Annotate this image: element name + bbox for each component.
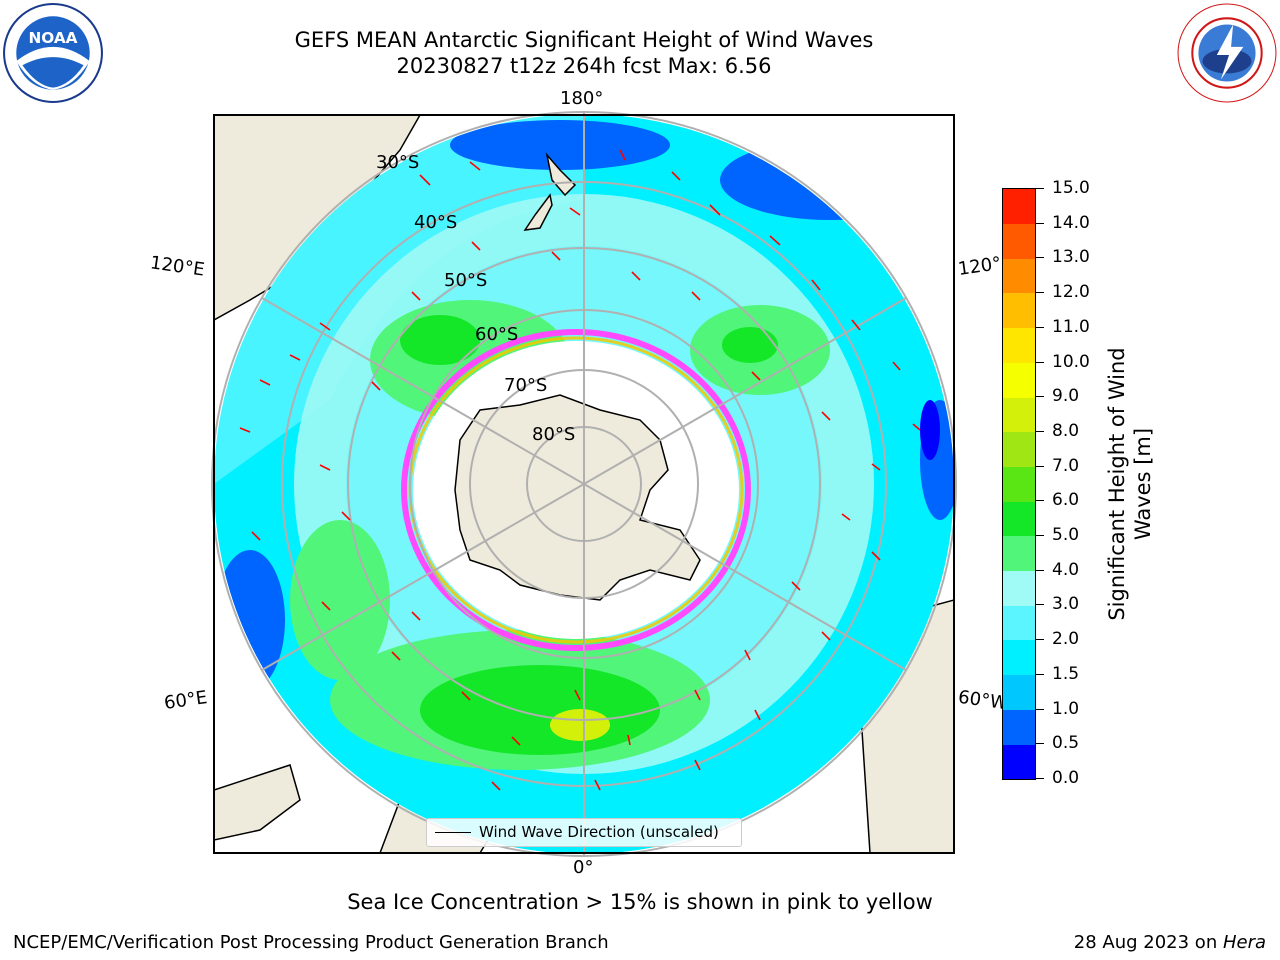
colorbar-tick-label: 9.0: [1052, 386, 1080, 407]
chart-title-line2: 20230827 t12z 264h fcst Max: 6.56: [396, 54, 772, 78]
lat-label-60s: 60°S: [475, 324, 519, 345]
colorbar-tick: [1036, 569, 1044, 571]
colorbar-tick-label: 0.0: [1052, 768, 1080, 788]
colorbar-segment: [1003, 258, 1035, 294]
lon-label-0: 0°: [573, 857, 594, 878]
colorbar-segment: [1003, 189, 1035, 224]
legend-label: Wind Wave Direction (unscaled): [479, 823, 719, 841]
nws-logo: [1177, 3, 1277, 103]
graticule: [211, 111, 957, 857]
new-zealand-south: [523, 193, 553, 231]
colorbar-tick-label: 2.0: [1052, 629, 1080, 650]
lon-label-180: 180°: [560, 88, 604, 109]
colorbar-tick: [1036, 465, 1044, 467]
footer-credit: NCEP/EMC/Verification Post Processing Pr…: [13, 932, 609, 953]
colorbar-tick-label: 4.0: [1052, 559, 1080, 580]
lat-label-40s: 40°S: [414, 212, 458, 233]
colorbar-tick: [1036, 778, 1044, 779]
colorbar-tick: [1036, 257, 1044, 259]
colorbar-tick: [1036, 361, 1044, 363]
colorbar-tick-label: 6.0: [1052, 490, 1080, 511]
antarctica: [454, 394, 701, 601]
chart-title-line1: GEFS MEAN Antarctic Significant Height o…: [294, 28, 874, 52]
new-zealand-north: [545, 152, 577, 197]
colorbar-segment: [1003, 570, 1035, 606]
colorbar-segment: [1003, 640, 1035, 676]
lat-label-70s: 70°S: [504, 375, 548, 396]
colorbar-tick: [1036, 292, 1044, 294]
sea-ice-edge: [401, 329, 751, 651]
colorbar-tick-label: 15.0: [1052, 178, 1090, 198]
colorbar-segment: [1003, 397, 1035, 433]
colorbar-segment: [1003, 466, 1035, 502]
colorbar-segment: [1003, 431, 1035, 467]
colorbar-tick: [1036, 396, 1044, 398]
map-legend: Wind Wave Direction (unscaled): [426, 818, 742, 847]
wind-wave-arrows: [239, 149, 921, 791]
lat-label-50s: 50°S: [444, 270, 488, 291]
colorbar-tick: [1036, 326, 1044, 328]
sea-ice-note: Sea Ice Concentration > 15% is shown in …: [347, 890, 933, 914]
colorbar-tick-label: 8.0: [1052, 420, 1080, 441]
colorbar-tick: [1036, 500, 1044, 502]
noaa-logo: NOAA: [3, 3, 103, 103]
colorbar-tick: [1036, 535, 1044, 537]
colorbar-tick-label: 3.0: [1052, 594, 1080, 615]
colorbar-tick-label: 10.0: [1052, 351, 1090, 372]
colorbar-segment: [1003, 293, 1035, 329]
colorbar-segment: [1003, 709, 1035, 745]
colorbar-tick: [1036, 430, 1044, 432]
colorbar-segment: [1003, 501, 1035, 537]
colorbar-tick: [1036, 673, 1044, 675]
colorbar-tick-label: 13.0: [1052, 247, 1090, 268]
colorbar-tick-label: 1.5: [1052, 663, 1080, 684]
colorbar-segment: [1003, 674, 1035, 710]
footer-host: Hera: [1222, 932, 1266, 953]
colorbar-segment: [1003, 327, 1035, 363]
colorbar-tick: [1036, 604, 1044, 606]
colorbar-tick: [1036, 222, 1044, 224]
colorbar-title: Significant Height of Wind Waves [m]: [1105, 347, 1155, 621]
lat-label-80s: 80°S: [532, 424, 576, 445]
colorbar-segment: [1003, 223, 1035, 259]
colorbar-tick: [1036, 188, 1044, 189]
colorbar-tick-label: 7.0: [1052, 455, 1080, 476]
colorbar-tick-label: 14.0: [1052, 212, 1090, 233]
colorbar: [1002, 188, 1036, 780]
colorbar-segment: [1003, 536, 1035, 572]
footer-date-text: 28 Aug 2023 on: [1073, 932, 1223, 953]
legend-line-swatch: [435, 832, 471, 833]
colorbar-segment: [1003, 744, 1035, 780]
svg-text:NOAA: NOAA: [28, 29, 77, 47]
colorbar-tick: [1036, 743, 1044, 745]
colorbar-tick-label: 0.5: [1052, 733, 1080, 754]
colorbar-tick-label: 11.0: [1052, 316, 1090, 337]
footer-date: 28 Aug 2023 on Hera: [1074, 932, 1266, 953]
colorbar-tick: [1036, 639, 1044, 641]
colorbar-segment: [1003, 362, 1035, 398]
lat-label-30s: 30°S: [376, 152, 420, 173]
colorbar-segment: [1003, 605, 1035, 641]
colorbar-tick-label: 12.0: [1052, 282, 1090, 303]
colorbar-tick-label: 1.0: [1052, 698, 1080, 719]
colorbar-tick: [1036, 708, 1044, 710]
colorbar-tick-label: 5.0: [1052, 525, 1080, 546]
